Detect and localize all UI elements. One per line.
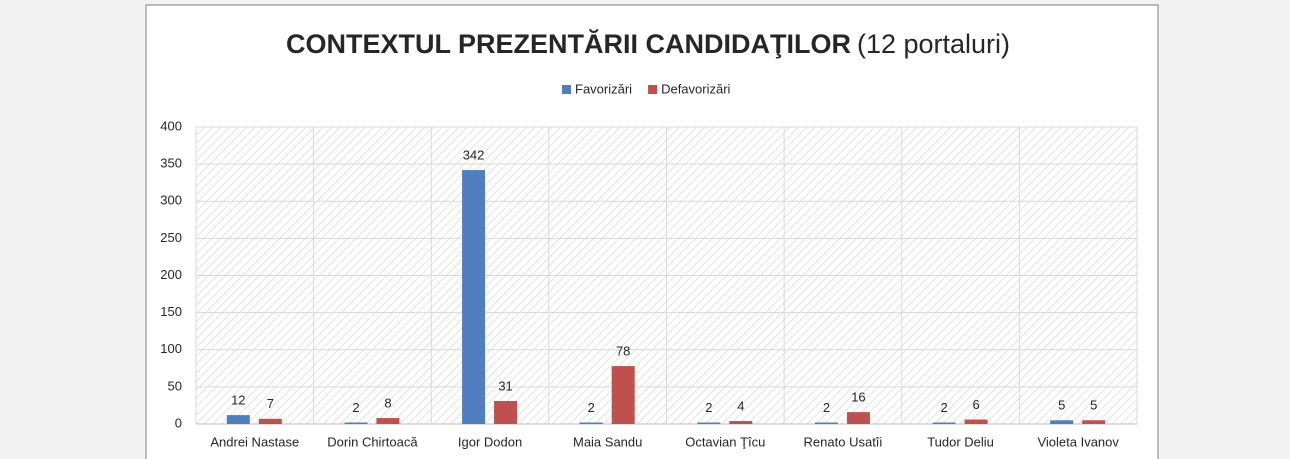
- data-label: 12: [231, 393, 245, 408]
- data-label: 78: [616, 344, 630, 359]
- x-tick-label: Dorin Chirtoacă: [327, 434, 418, 449]
- bar: [611, 366, 635, 424]
- legend-label: Favorizări: [575, 81, 632, 96]
- y-tick-label: 250: [160, 230, 182, 245]
- bar: [846, 412, 870, 424]
- data-label: 5: [1090, 398, 1097, 413]
- x-tick-label: Violeta Ivanov: [1037, 434, 1119, 449]
- data-label: 4: [737, 398, 744, 413]
- title-sub: (12 portaluri): [857, 29, 1010, 59]
- bar: [697, 422, 721, 424]
- chart-title: CONTEXTUL PREZENTĂRII CANDIDAŢILOR (12 po…: [286, 28, 1010, 59]
- y-tick-label: 200: [160, 267, 182, 282]
- data-label: 2: [588, 400, 595, 415]
- bar: [1050, 420, 1074, 424]
- y-tick-label: 0: [175, 415, 182, 430]
- x-tick-label: Maia Sandu: [573, 434, 642, 449]
- bar: [964, 419, 988, 424]
- bar: [579, 422, 603, 424]
- data-label: 8: [384, 395, 391, 410]
- y-tick-label: 100: [160, 341, 182, 356]
- data-label: 2: [352, 400, 359, 415]
- data-label: 16: [851, 390, 865, 405]
- data-label: 7: [267, 396, 274, 411]
- x-tick-label: Renato Usatîi: [804, 434, 883, 449]
- data-label: 2: [940, 400, 947, 415]
- title-main: CONTEXTUL PREZENTĂRII CANDIDAŢILOR: [286, 28, 851, 59]
- data-label: 2: [823, 400, 830, 415]
- bar: [226, 415, 250, 424]
- data-label: 6: [972, 397, 979, 412]
- data-label: 2: [705, 400, 712, 415]
- y-tick-label: 300: [160, 193, 182, 208]
- x-tick-label: Andrei Nastase: [210, 434, 299, 449]
- x-tick-label: Tudor Deliu: [927, 434, 994, 449]
- bar: [932, 422, 956, 424]
- y-tick-label: 50: [168, 378, 182, 393]
- y-tick-label: 150: [160, 304, 182, 319]
- bar: [729, 421, 753, 424]
- x-tick-label: Igor Dodon: [458, 434, 522, 449]
- x-tick-label: Octavian Ţîcu: [685, 434, 765, 449]
- data-label: 5: [1058, 398, 1065, 413]
- data-label: 31: [498, 378, 512, 393]
- bar: [462, 170, 486, 424]
- legend-swatch: [562, 85, 571, 94]
- legend-swatch: [648, 85, 658, 94]
- y-tick-label: 400: [160, 118, 182, 133]
- bar: [814, 422, 838, 424]
- bar: [344, 422, 368, 424]
- bar: [376, 418, 400, 424]
- bar: [494, 400, 518, 424]
- legend-label: Defavorizări: [661, 81, 730, 96]
- bar: [258, 418, 282, 424]
- data-label: 342: [463, 148, 485, 163]
- bar: [1082, 420, 1106, 424]
- y-tick-label: 350: [160, 156, 182, 171]
